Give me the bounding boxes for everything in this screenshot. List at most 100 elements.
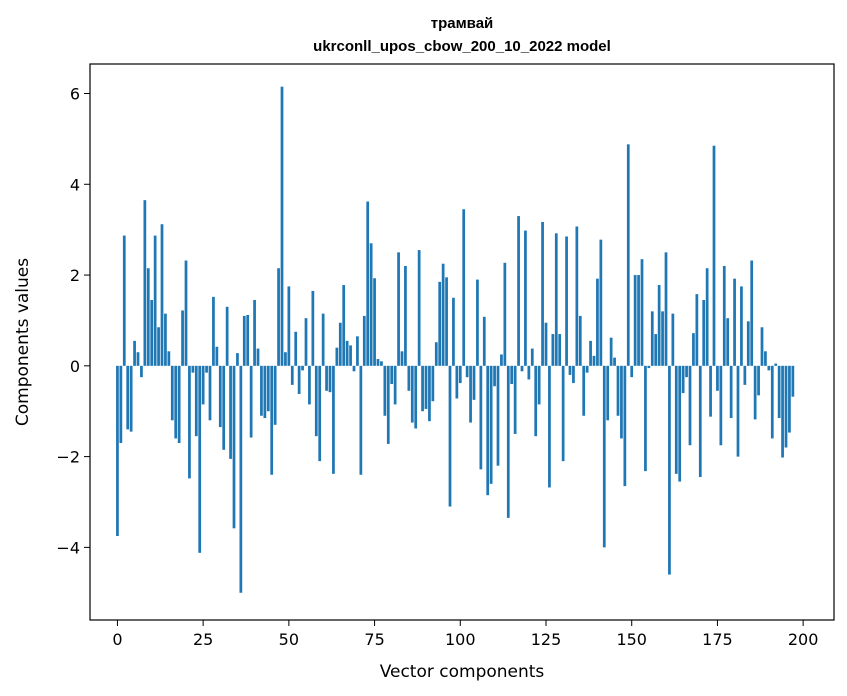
chart-subtitle: ukrconll_upos_cbow_200_10_2022 model	[313, 38, 611, 55]
bar	[489, 365, 493, 484]
bar	[644, 365, 647, 472]
bar	[297, 365, 301, 394]
y-tick-label: 2	[70, 266, 80, 285]
bar	[236, 353, 239, 366]
bar	[774, 363, 778, 366]
bar	[352, 365, 356, 372]
bar	[633, 275, 637, 366]
bar	[362, 315, 366, 366]
bar	[321, 313, 325, 366]
y-tick-label: 4	[70, 175, 80, 194]
bar	[664, 252, 668, 366]
bar	[229, 365, 232, 459]
bar	[657, 285, 661, 366]
bar	[671, 313, 675, 366]
bar	[153, 235, 157, 366]
bar	[143, 200, 147, 366]
bar	[369, 243, 373, 366]
bar	[421, 365, 424, 412]
bar	[150, 300, 154, 366]
bar	[541, 221, 544, 366]
bar	[681, 365, 685, 394]
bar	[661, 311, 664, 366]
bar	[146, 268, 150, 366]
bar	[613, 357, 616, 366]
bar	[191, 365, 195, 373]
bar	[575, 226, 579, 366]
bar	[407, 365, 411, 391]
bar	[455, 365, 459, 399]
bar	[572, 365, 575, 384]
bar	[222, 365, 226, 450]
x-tick-label: 0	[112, 630, 122, 649]
bar	[359, 365, 363, 475]
bar	[537, 365, 541, 405]
bar	[599, 239, 603, 366]
bar	[164, 313, 167, 366]
bar	[548, 365, 551, 488]
bar	[428, 365, 431, 422]
bar	[568, 365, 572, 375]
bar	[709, 365, 712, 417]
bar	[781, 365, 784, 458]
bar	[119, 365, 123, 443]
bar	[637, 275, 640, 366]
bar	[496, 365, 500, 466]
bar	[366, 201, 370, 366]
bar	[332, 365, 335, 474]
bar	[410, 365, 414, 423]
bar	[674, 365, 678, 474]
bar	[208, 365, 212, 421]
bar	[767, 365, 771, 371]
x-tick-label: 125	[531, 630, 562, 649]
x-tick-label: 25	[193, 630, 213, 649]
bar	[791, 365, 795, 397]
bar	[462, 209, 466, 366]
bar	[438, 281, 442, 366]
bar	[740, 286, 743, 366]
bar	[280, 86, 284, 366]
chart-title: трамвай	[431, 15, 494, 32]
bar	[544, 322, 548, 366]
bar	[582, 365, 586, 416]
bar	[746, 321, 750, 366]
bar	[736, 365, 740, 457]
bar	[719, 365, 723, 446]
bar	[472, 365, 476, 400]
bar	[414, 365, 418, 429]
bar	[596, 278, 599, 366]
bar	[534, 365, 538, 437]
bar	[777, 365, 781, 419]
bar	[609, 337, 613, 366]
bar	[318, 365, 322, 462]
bar	[290, 365, 294, 385]
bar	[170, 365, 174, 421]
bar	[136, 352, 140, 366]
y-axis-label: Components values	[13, 258, 33, 426]
bar	[513, 365, 517, 434]
bar	[764, 351, 767, 366]
x-tick-label: 150	[616, 630, 647, 649]
bar	[606, 365, 610, 421]
bar	[788, 365, 791, 433]
bar	[733, 278, 736, 366]
bar	[184, 260, 188, 366]
bar	[458, 365, 462, 384]
bar	[177, 365, 181, 443]
bar	[702, 300, 706, 366]
bar	[400, 351, 404, 366]
bar	[349, 345, 352, 366]
bar	[500, 354, 503, 366]
bar	[524, 230, 527, 366]
bar	[469, 365, 472, 423]
bar	[626, 144, 630, 366]
bar	[434, 342, 438, 366]
bar	[167, 351, 171, 366]
bar	[133, 340, 136, 366]
x-tick-label: 200	[788, 630, 819, 649]
bar	[479, 365, 483, 470]
bar	[647, 365, 651, 369]
bar	[325, 365, 328, 391]
bar	[558, 334, 562, 366]
bar	[342, 285, 346, 366]
